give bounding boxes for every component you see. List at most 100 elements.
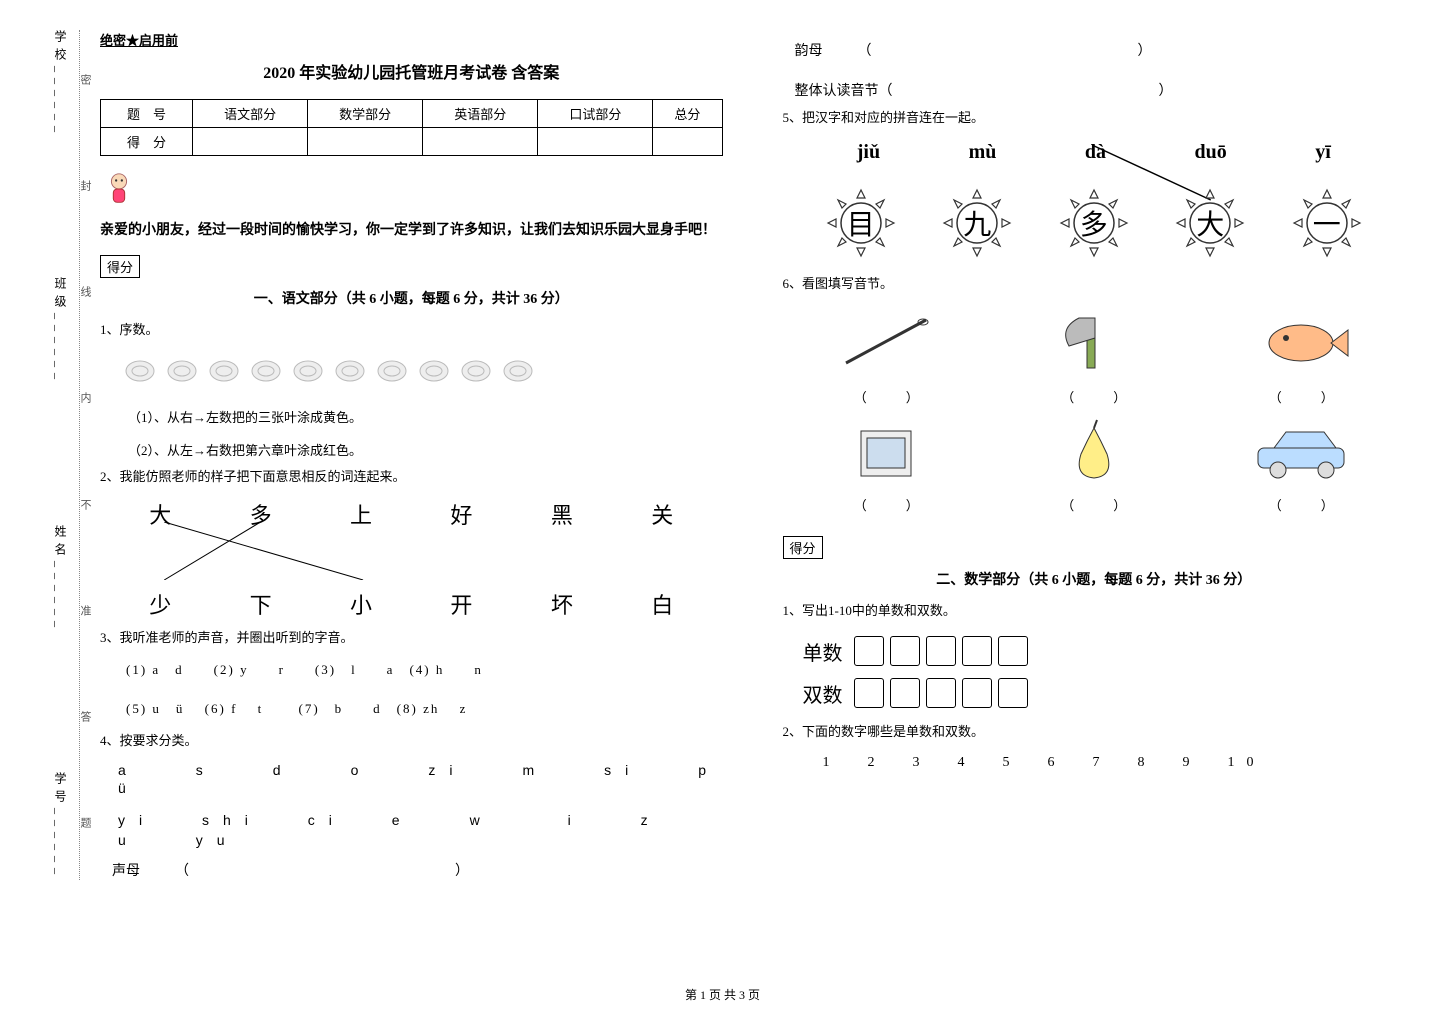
answer-box[interactable] [926,636,956,666]
m2-title: 2、下面的数字哪些是单数和双数。 [783,720,1406,745]
side-school: 学校______ [52,30,69,138]
table-row: 得 分 [101,128,723,156]
binding-column: 学校______ 班级______ 姓名______ 学号______ [50,30,80,880]
q1-sub2: （2）、从左→右数把第六章叶涂成红色。 [128,440,723,459]
pinyin-4: yī [1315,141,1331,164]
marker-6: 答 [77,711,93,730]
q3-row1: (1) a d (2) y r (3) l a (4) h n [126,656,723,685]
match-bot-0: 少 [149,588,171,620]
match-bot-3: 开 [450,588,472,620]
section-math-title: 二、数学部分（共 6 小题，每题 6 分，共计 36 分） [783,569,1406,589]
answer-box[interactable] [962,636,992,666]
answer-box[interactable] [926,678,956,708]
answer-box[interactable] [854,636,884,666]
paren: （ ） [1246,387,1356,406]
q5-title: 5、把汉字和对应的拼音连在一起。 [783,106,1406,131]
sun-item: 多 [1055,184,1133,262]
table-row: 题 号 语文部分 数学部分 英语部分 口试部分 总分 [101,100,723,128]
sun-item: 九 [938,184,1016,262]
q4-row2: yi shi ci e w i z u yu [118,810,723,850]
cell [538,128,653,156]
sun-icon [1171,184,1249,262]
side-name: 姓名______ [52,525,69,633]
side-id: 学号______ [52,772,69,880]
needle-icon [831,308,941,378]
match-bot-1: 下 [250,588,272,620]
box-icon [831,416,941,486]
q3-row2: (5) u ü (6) f t (7) b d (8) zh z [126,695,723,724]
cell [193,128,308,156]
answer-box[interactable] [890,636,920,666]
sun-row: 目 九 多 大 一 [803,184,1386,262]
pic-needle: （ ） [831,308,941,406]
marker-0: 密 [77,74,93,93]
cell: 口试部分 [538,100,653,128]
q4-c3: 整体认读音节（ ） [795,80,1406,100]
section-lang-title: 一、语文部分（共 6 小题，每题 6 分，共计 36 分） [100,288,723,308]
cell: 数学部分 [308,100,423,128]
marker-4: 不 [77,499,93,518]
paren: （ ） [1246,495,1356,514]
answer-box[interactable] [890,678,920,708]
score-box: 得分 [100,255,140,278]
odd-label: 单数 [803,637,843,666]
m2-digits: 1 2 3 4 5 6 7 8 9 10 [823,751,1406,771]
q6-title: 6、看图填写音节。 [783,272,1406,297]
match-bot-4: 坏 [551,588,573,620]
marker-5: 准 [77,605,93,624]
axe-icon [1039,308,1149,378]
page-footer: 第 1 页 共 3 页 [0,986,1445,1003]
odd-row: 单数 [803,636,1386,666]
q4-c1: 声母 （ ） [112,860,723,880]
paren: （ ） [831,387,941,406]
cell [653,128,722,156]
sun-icon [1288,184,1366,262]
fish-icon [1246,308,1356,378]
q4-title: 4、按要求分类。 [100,729,723,754]
sun-item: 一 [1288,184,1366,262]
car-icon [1246,416,1356,486]
pic-pear: （ ） [1039,416,1149,514]
answer-box[interactable] [854,678,884,708]
paren: （ ） [831,495,941,514]
score-box-2: 得分 [783,536,823,559]
even-row: 双数 [803,678,1386,708]
q3-title: 3、我听准老师的声音，并圈出听到的字音。 [100,626,723,651]
score-table: 题 号 语文部分 数学部分 英语部分 口试部分 总分 得 分 [100,99,723,156]
marker-2: 线 [77,286,93,305]
picture-grid: （ ） （ ） （ ） （ ） （ ） （ ） [803,308,1386,514]
even-label: 双数 [803,679,843,708]
answer-box[interactable] [962,678,992,708]
q4-row1: a s d o zi m si p ü [118,760,723,796]
cell [308,128,423,156]
cell: 题 号 [101,100,193,128]
sun-icon [822,184,900,262]
pic-car: （ ） [1246,416,1356,514]
pinyin-0: jiǔ [857,141,880,164]
q2-title: 2、我能仿照老师的样子把下面意思相反的词连起来。 [100,465,723,490]
pinyin-1: mù [969,141,997,164]
q4-c2: 韵母 （ ） [795,40,1406,60]
marker-3: 内 [77,392,93,411]
pic-fish: （ ） [1246,308,1356,406]
match-lines-icon [110,522,713,580]
m1-title: 1、写出1-10中的单数和双数。 [783,599,1406,624]
answer-box[interactable] [998,636,1028,666]
cell: 得 分 [101,128,193,156]
pinyin-head-row: jiǔ mù dà duō yī [813,141,1376,164]
cell [423,128,538,156]
paren: （ ） [1039,387,1149,406]
answer-box[interactable] [998,678,1028,708]
cell: 英语部分 [423,100,538,128]
sun-item: 目 [822,184,900,262]
exam-title: 2020 年实验幼儿园托管班月考试卷 含答案 [100,59,723,83]
q1-sub1: （1）、从右→左数把的三张叶涂成黄色。 [128,407,723,426]
sun-icon [1055,184,1133,262]
pic-box: （ ） [831,416,941,514]
intro-text: 亲爱的小朋友，经过一段时间的愉快学习，你一定学到了许多知识，让我们去知识乐园大显… [100,218,723,243]
cell: 语文部分 [193,100,308,128]
match-diagram: 大 多 上 好 黑 关 少 下 小 开 坏 白 [110,498,713,618]
seal-line-markers: 密 封 线 内 不 准 答 题 [78,30,92,880]
sun-icon [938,184,1016,262]
leaf-row-icon [120,351,723,399]
